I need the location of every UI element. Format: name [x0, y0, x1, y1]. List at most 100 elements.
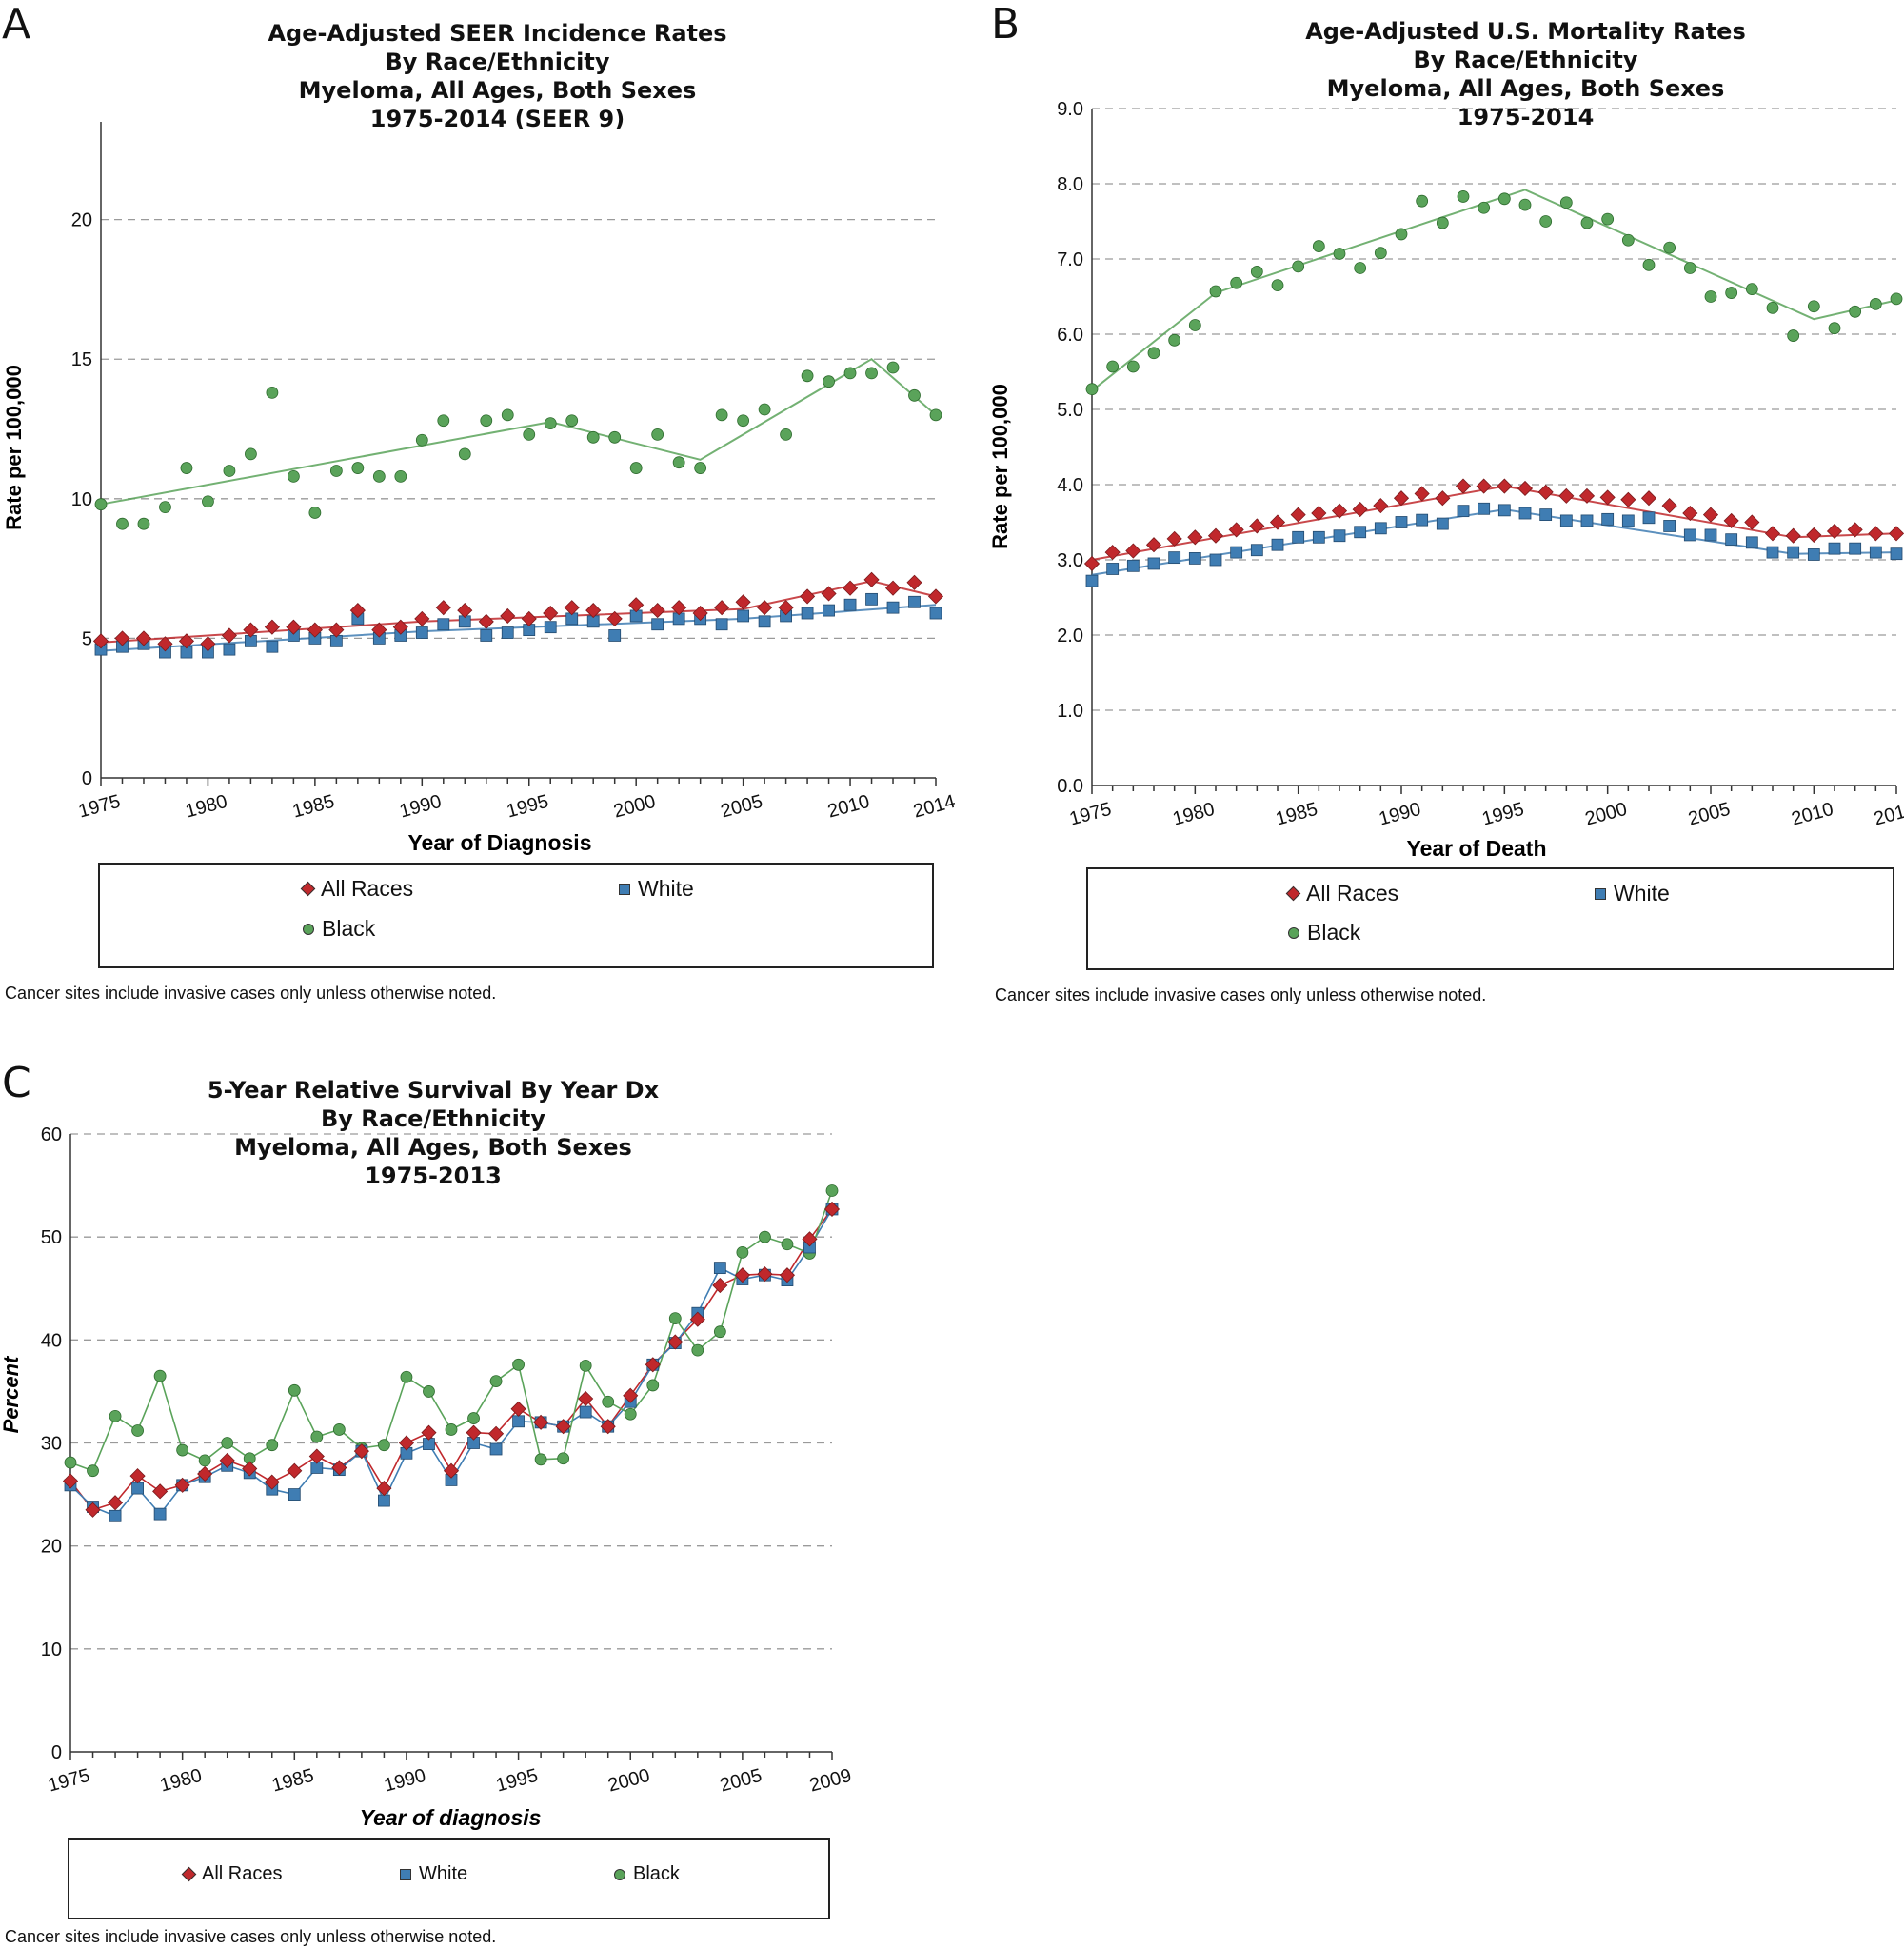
- data-point: [715, 408, 728, 422]
- data-point: [1683, 262, 1696, 274]
- data-point: [288, 1488, 301, 1501]
- data-point: [1106, 563, 1120, 575]
- data-point: [458, 447, 471, 461]
- data-point: [757, 600, 773, 616]
- data-point: [692, 605, 708, 622]
- data-point: [843, 367, 857, 380]
- data-point: [672, 456, 685, 469]
- data-point: [646, 1379, 660, 1392]
- data-point: [651, 428, 664, 441]
- data-point: [197, 1465, 213, 1482]
- data-point: [624, 1407, 637, 1421]
- y-axis-label: Rate per 100,000: [2, 365, 26, 530]
- data-point: [534, 1453, 547, 1466]
- data-point: [908, 388, 921, 402]
- data-point: [116, 517, 129, 530]
- data-point: [152, 1483, 169, 1500]
- data-point: [1580, 216, 1594, 229]
- data-point: [1435, 490, 1451, 507]
- legend-item-all-races: All Races: [1285, 881, 1398, 906]
- data-point: [780, 428, 792, 441]
- data-point: [1537, 484, 1554, 500]
- x-tick-label: 1975: [76, 791, 123, 823]
- data-point: [398, 1435, 415, 1451]
- x-tick-label: 1990: [397, 791, 444, 823]
- panel-letter: B: [991, 0, 1021, 49]
- legend: All Races White Black: [68, 1838, 830, 1919]
- data-point: [129, 1468, 146, 1484]
- y-tick-label: 60: [41, 1124, 62, 1145]
- title-line-2: By Race/Ethnicity: [385, 49, 610, 75]
- data-point: [510, 1401, 526, 1417]
- y-tick-label: 7.0: [1057, 249, 1083, 270]
- data-point: [512, 1415, 525, 1428]
- data-point: [153, 1369, 167, 1382]
- data-point: [1311, 505, 1327, 522]
- data-point: [1333, 529, 1346, 543]
- data-point: [489, 1442, 503, 1456]
- data-point: [689, 1311, 705, 1327]
- data-point: [351, 462, 365, 474]
- data-point: [1125, 543, 1141, 559]
- diamond-marker-icon: [1285, 885, 1301, 902]
- data-point: [543, 605, 559, 622]
- data-point: [457, 603, 473, 619]
- data-point: [1457, 190, 1470, 203]
- y-tick-label: 40: [41, 1330, 62, 1351]
- data-point: [198, 1454, 211, 1467]
- data-point: [734, 1267, 750, 1283]
- data-point: [85, 1502, 101, 1518]
- data-point: [1601, 512, 1615, 526]
- data-point: [1331, 503, 1348, 519]
- panel-letter: C: [2, 1059, 31, 1107]
- data-point: [1106, 360, 1120, 373]
- data-point: [886, 601, 900, 614]
- data-point: [109, 1509, 122, 1522]
- x-tick-label: 1990: [382, 1765, 428, 1797]
- data-point: [578, 1390, 594, 1407]
- data-point: [865, 367, 878, 380]
- data-point: [109, 1409, 122, 1422]
- y-tick-label: 9.0: [1057, 99, 1083, 120]
- y-tick-label: 4.0: [1057, 475, 1083, 496]
- data-point: [801, 607, 814, 620]
- data-point: [1869, 297, 1882, 310]
- data-point: [1663, 241, 1676, 254]
- title-line-4: 1975-2014 (SEER 9): [369, 106, 625, 132]
- panel-a: A Age-Adjusted SEER Incidence Rates By R…: [0, 0, 958, 1009]
- data-point: [92, 633, 109, 649]
- data-point: [585, 603, 602, 619]
- x-tick-label: 1985: [269, 1765, 316, 1797]
- data-point: [1354, 262, 1367, 274]
- data-point: [1849, 305, 1862, 318]
- data-point: [1620, 491, 1636, 507]
- x-tick-label: 1985: [290, 791, 337, 823]
- data-point: [564, 600, 580, 616]
- square-marker-icon: [1595, 887, 1606, 900]
- data-point: [394, 469, 407, 483]
- data-point: [415, 626, 428, 639]
- data-point: [1807, 548, 1820, 561]
- data-point: [1806, 527, 1822, 543]
- data-point: [927, 588, 944, 605]
- data-point: [466, 1424, 482, 1441]
- data-point: [565, 414, 579, 428]
- data-point: [802, 1231, 818, 1247]
- y-tick-label: 10: [41, 1640, 62, 1661]
- panel-b: B Age-Adjusted U.S. Mortality Rates By R…: [981, 0, 1904, 1009]
- data-point: [736, 1245, 749, 1259]
- x-axis-label: Year of Death: [1407, 836, 1547, 861]
- y-axis-label: Rate per 100,000: [988, 384, 1012, 549]
- data-point: [107, 1495, 124, 1511]
- data-point: [1518, 507, 1532, 520]
- data-point: [219, 1452, 235, 1468]
- data-point: [823, 375, 835, 388]
- data-point: [523, 428, 536, 441]
- data-point: [1476, 478, 1492, 494]
- x-tick-label: 2005: [719, 791, 765, 823]
- data-point: [1083, 555, 1101, 572]
- data-point: [1787, 329, 1800, 342]
- data-point: [1374, 522, 1387, 535]
- data-point: [929, 607, 942, 620]
- data-point: [557, 1452, 570, 1465]
